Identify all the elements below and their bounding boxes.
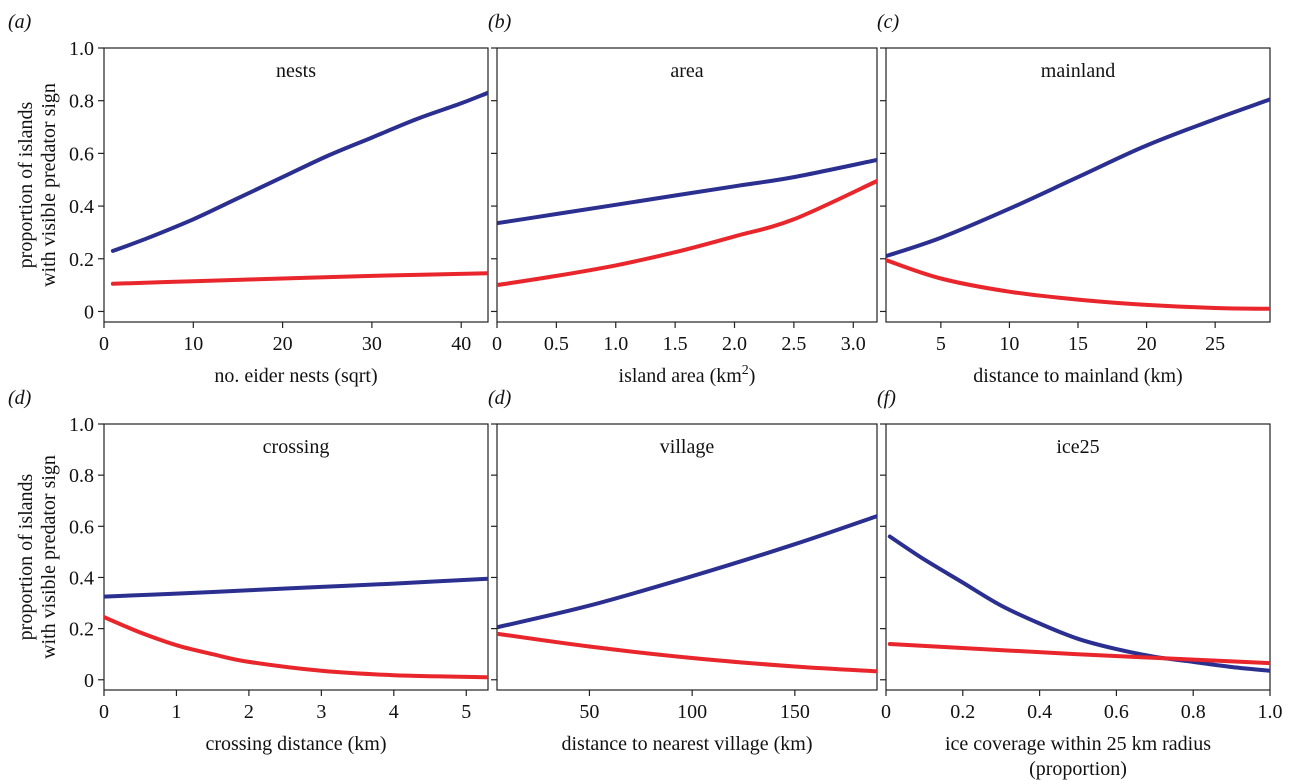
x-tick-label: 30 [362,333,382,355]
panel-2: (b) area 0 0.5 1.0 1.5 2.0 2.5 3.0 island area (k… [488,11,878,387]
x-tick-label: 5 [936,333,946,355]
plot-frame [496,423,878,691]
y-tick-label: 0.2 [69,249,94,271]
panel-title: nests [276,60,316,82]
y-axis-label-line1: proportion of islands [15,473,37,640]
x-tick-label: 1.0 [603,333,628,355]
panel-label: (f) [877,387,896,409]
x-tick-label: 20 [273,333,293,355]
y-tick-label: 0.4 [69,567,94,589]
x-tick-label: 50 [579,701,599,723]
x-axis-label: no. eider nests (sqrt) [214,365,377,387]
plot-frame [496,47,878,323]
x-tick-label: 1.0 [1258,701,1283,723]
panel-label: (b) [488,11,512,33]
blue-series-line [887,534,1270,673]
y-axis-label-line2: with visible predator sign [38,83,60,287]
panel-title: area [670,60,703,82]
x-tick-label: 0.2 [950,701,975,723]
x-tick-label: 0 [881,701,891,723]
panel-6: (f) ice25 0 0.2 0.4 0.6 0.8 1.0 ice coverage wit… [877,387,1283,780]
x-tick-label: 20 [1137,333,1157,355]
panel-title: ice25 [1056,436,1099,458]
x-tick-label: 3 [316,701,326,723]
panel-4: (d) crossing 0 1 2 3 4 5 0 0.2 0.4 0.6 0.8 1.0 proport… [8,387,489,755]
x-tick-label: 0.5 [544,333,569,355]
panel-title: crossing [263,436,330,458]
red-series-line [110,271,488,286]
y-tick-label: 0 [84,301,94,323]
y-tick-label: 0.8 [69,91,94,113]
x-tick-label: 25 [1205,333,1225,355]
x-tick-label: 5 [461,701,471,723]
blue-series-line [497,158,877,226]
x-axis-label: crossing distance (km) [205,733,386,755]
plot-frame [885,423,1271,691]
y-tick-label: 0.2 [69,619,94,641]
x-tick-label: 2.0 [722,333,747,355]
x-tick-label: 40 [451,333,471,355]
x-tick-label: 150 [780,701,810,723]
x-tick-label: 4 [389,701,399,723]
y-axis-label-line2: with visible predator sign [38,455,60,659]
x-axis-label: ice coverage within 25 km radius [945,733,1211,755]
panel-label: (d) [8,387,32,409]
plot-frame [103,423,489,691]
panel-3: (c) mainland 5 10 15 20 25 distance to mainland… [877,11,1271,387]
red-series-line [887,642,1270,666]
panel-label: (c) [877,11,900,33]
x-axis-label-part: island area (km [619,365,743,387]
x-tick-label: 0 [99,333,109,355]
y-tick-label: 1.0 [69,414,94,436]
x-axis-label-part: ) [749,365,756,387]
x-tick-label: 3.0 [841,333,866,355]
y-tick-label: 0.8 [69,465,94,487]
panel-1: (a) nests 0 10 20 30 40 0 0.2 0.4 0.6 0.8 1.0 proport… [8,11,489,387]
red-series-line [886,258,1270,311]
x-axis-label: distance to mainland (km) [973,365,1182,387]
x-tick-label: 1 [171,701,181,723]
y-tick-label: 0.6 [69,143,94,165]
panel-title: mainland [1041,60,1115,82]
x-tick-label: 2 [244,701,254,723]
blue-series-line [497,514,877,630]
x-tick-label: 15 [1068,333,1088,355]
x-axis-label: distance to nearest village (km) [561,733,812,755]
red-series-line [497,631,877,674]
y-tick-label: 0.6 [69,516,94,538]
panel-label: (d) [488,387,512,409]
x-tick-label: 0.8 [1181,701,1206,723]
blue-series-line [886,97,1270,259]
y-tick-label: 0 [84,670,94,692]
red-series-line [104,615,488,680]
blue-series-line [104,576,488,599]
blue-series-line [110,90,488,253]
red-series-line [497,179,877,288]
panel-title: village [660,436,715,458]
panel-label: (a) [8,11,32,33]
x-axis-label-line2: (proportion) [1029,758,1127,780]
y-axis-label-line1: proportion of islands [15,101,37,268]
x-tick-label: 10 [999,333,1019,355]
y-tick-label: 1.0 [69,38,94,60]
plot-frame [103,47,489,323]
panel-5: (d) village 50 100 150 distance to nearest vi… [488,387,878,755]
x-tick-label: 2.5 [781,333,806,355]
x-tick-label: 0 [492,333,502,355]
x-tick-label: 10 [183,333,203,355]
x-tick-label: 1.5 [663,333,688,355]
x-axis-label-superscript: 2 [742,363,749,378]
x-tick-label: 100 [677,701,707,723]
x-tick-label: 0.6 [1104,701,1129,723]
y-tick-label: 0.4 [69,196,94,218]
x-tick-label: 0 [99,701,109,723]
x-axis-label: island area (km2) [619,363,756,387]
x-tick-label: 0.4 [1027,701,1052,723]
